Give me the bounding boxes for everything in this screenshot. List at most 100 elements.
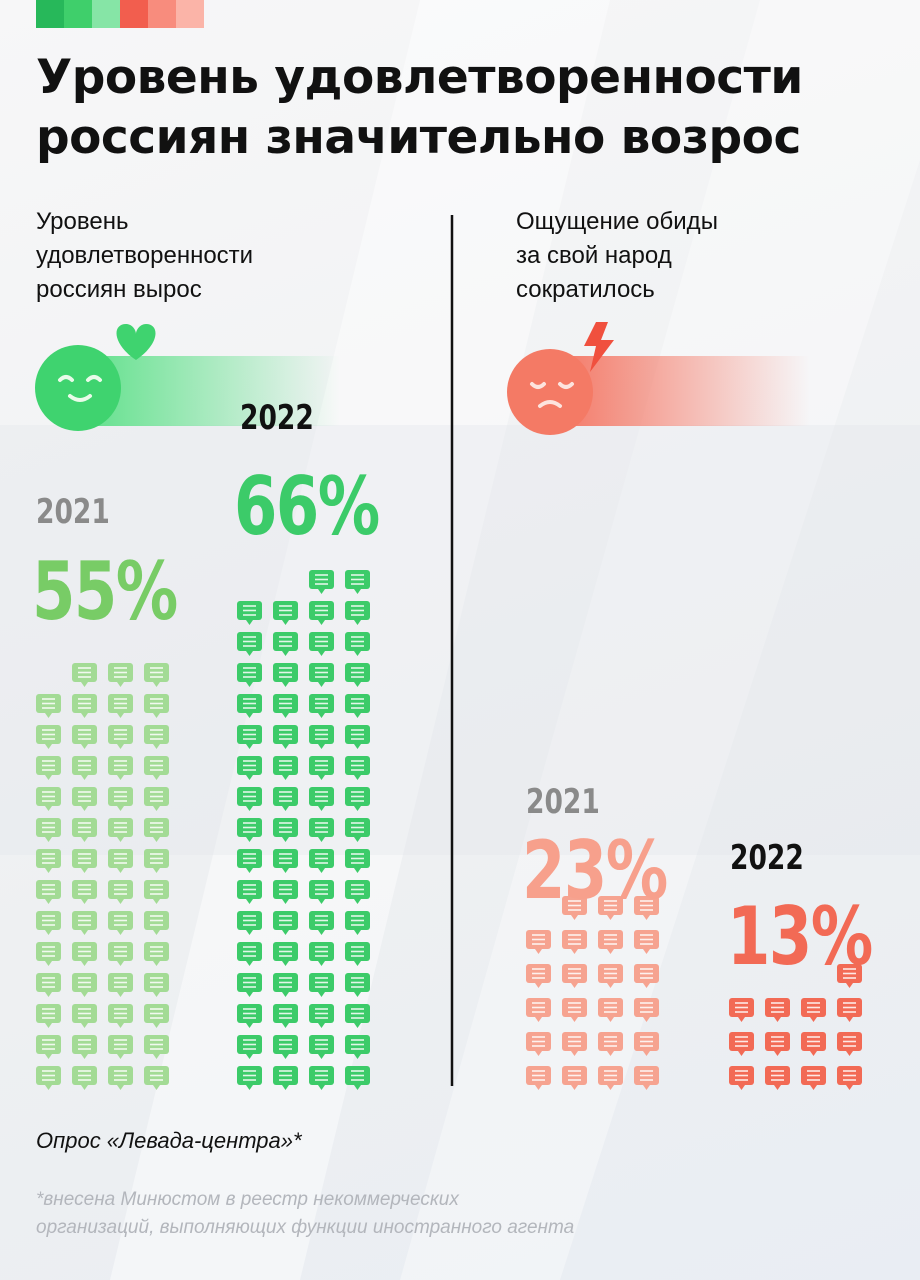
icon-tail (607, 1017, 614, 1022)
pictogram-icon (237, 1004, 262, 1028)
pictogram-icon (108, 942, 133, 966)
icon-tail (535, 1017, 542, 1022)
subtitle: Ощущение обиды за свой народ сократилось (516, 208, 718, 303)
deco-square (92, 0, 120, 28)
pictogram-icon (72, 880, 97, 904)
value-label: 23% (522, 824, 668, 917)
pictogram-icon (309, 601, 334, 625)
icon-tail (354, 1023, 361, 1028)
deco-square (176, 0, 204, 28)
pictogram-icon (837, 1066, 862, 1090)
pictogram-icon (345, 1004, 370, 1028)
pictogram-icon (526, 998, 551, 1022)
icon-tail (318, 899, 325, 904)
pictogram-icon (144, 911, 169, 935)
pictogram-icon (273, 601, 298, 625)
pictogram-icon (729, 998, 754, 1022)
icon-tail (153, 930, 160, 935)
pictogram-icon (144, 663, 169, 687)
pictogram-icon (345, 694, 370, 718)
pictogram-icon (345, 818, 370, 842)
pictogram-icon (237, 973, 262, 997)
pictogram-icon (526, 930, 551, 954)
pictogram-icon (108, 756, 133, 780)
icon-tail (738, 1051, 745, 1056)
icon-tail (246, 806, 253, 811)
pictogram-icon (634, 896, 659, 920)
pictogram-icon (108, 1066, 133, 1090)
icon-tail (571, 983, 578, 988)
pictogram-icon (309, 1004, 334, 1028)
pictogram-icon (345, 911, 370, 935)
pictogram-icon (108, 849, 133, 873)
pictogram-icon (237, 880, 262, 904)
icon-tail (117, 868, 124, 873)
pictogram-icon (108, 725, 133, 749)
icon-tail (282, 806, 289, 811)
pictogram-icon (273, 1035, 298, 1059)
pictogram-icon (237, 632, 262, 656)
icon-tail (246, 1054, 253, 1059)
icon-tail (81, 713, 88, 718)
icon-tail (354, 1085, 361, 1090)
icon-tail (117, 837, 124, 842)
deco-square (64, 0, 92, 28)
pictogram-icon (598, 930, 623, 954)
icon-tail (246, 620, 253, 625)
icon-tail (643, 949, 650, 954)
pictogram-icon (345, 1035, 370, 1059)
icon-tail (45, 930, 52, 935)
icon-tail (117, 1054, 124, 1059)
icon-tail (246, 992, 253, 997)
icon-tail (810, 1017, 817, 1022)
pictogram-icon (801, 998, 826, 1022)
sad-face (507, 349, 593, 435)
pictogram-icon (562, 1032, 587, 1056)
icon-tail (153, 1054, 160, 1059)
icon-tail (117, 899, 124, 904)
happy-face (35, 345, 121, 431)
pictogram-icon (36, 694, 61, 718)
pictogram-icon (309, 1066, 334, 1090)
pictogram-icon (837, 1032, 862, 1056)
icon-tail (45, 1023, 52, 1028)
icon-tail (81, 682, 88, 687)
deco-square (120, 0, 148, 28)
pictogram-icon (36, 1066, 61, 1090)
icon-tail (607, 949, 614, 954)
deco-square (36, 0, 64, 28)
pictogram-icon (108, 663, 133, 687)
icon-tail (117, 930, 124, 935)
pictogram-icon (309, 849, 334, 873)
glow (80, 356, 340, 426)
icon-tail (318, 806, 325, 811)
pictogram-icon (729, 1032, 754, 1056)
icon-tail (535, 949, 542, 954)
pictogram-icon (526, 964, 551, 988)
pictogram-icon (309, 632, 334, 656)
icon-tail (607, 1051, 614, 1056)
pictogram-icon (273, 880, 298, 904)
pictogram-icon (634, 930, 659, 954)
pictogram-icon (345, 787, 370, 811)
icon-tail (810, 1085, 817, 1090)
pictogram-icon (837, 998, 862, 1022)
icon-tail (45, 961, 52, 966)
icon-tail (607, 915, 614, 920)
pictogram-icon (309, 694, 334, 718)
pictogram-icon (273, 973, 298, 997)
pictogram-icon (801, 1066, 826, 1090)
icon-tail (571, 1051, 578, 1056)
pictogram-icon (345, 880, 370, 904)
pictogram-icon (598, 964, 623, 988)
icon-tail (318, 868, 325, 873)
icon-tail (246, 775, 253, 780)
icon-tail (354, 899, 361, 904)
icon-tail (354, 806, 361, 811)
pictogram-icon (562, 896, 587, 920)
icon-tail (153, 775, 160, 780)
icon-tail (282, 837, 289, 842)
pictogram-icon (765, 1032, 790, 1056)
